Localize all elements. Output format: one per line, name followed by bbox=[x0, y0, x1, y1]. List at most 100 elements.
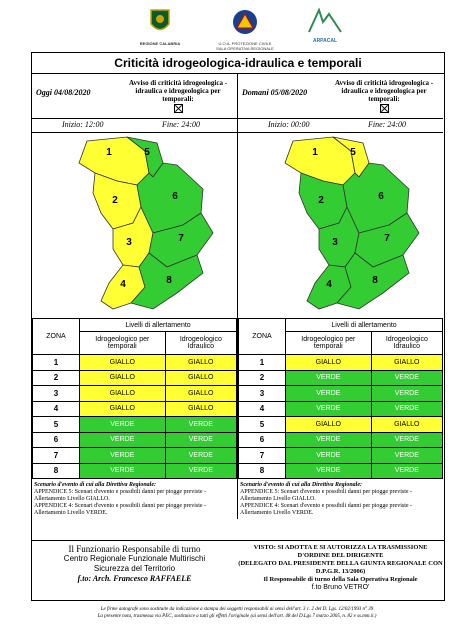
sig-right-line-4: f.to Bruno VETRO' bbox=[311, 584, 370, 591]
zone-row: 7 VERDE VERDE bbox=[238, 447, 444, 464]
level-idraulico: GIALLO bbox=[370, 354, 444, 371]
level-temporali: VERDE bbox=[285, 400, 372, 417]
zone-number: 2 bbox=[32, 369, 80, 386]
level-idraulico: GIALLO bbox=[164, 369, 238, 386]
level-temporali: VERDE bbox=[285, 369, 372, 386]
header-idraulico: Idrogeologico Idraulico bbox=[370, 331, 444, 355]
scenario-line-1: APPENDICE 5: Scenari d'evento e possibil… bbox=[240, 489, 413, 502]
page-title: Criticità idrogeologica-idraulica e temp… bbox=[32, 53, 444, 74]
zone-row: 5 VERDE VERDE bbox=[32, 416, 238, 433]
zone-row: 3 GIALLO GIALLO bbox=[32, 385, 238, 402]
sig-left-line-1: Il Funzionario Responsabile di turno bbox=[68, 544, 201, 554]
level-idraulico: VERDE bbox=[164, 431, 238, 448]
tomorrow-zone-table: ZONA Livelli di allertamento Idrogeologico… bbox=[238, 318, 444, 479]
zone-row: 1 GIALLO GIALLO bbox=[32, 354, 238, 371]
today-date: Oggi 04/08/2020 bbox=[36, 88, 91, 97]
map-zone-label: 6 bbox=[378, 191, 384, 202]
checkbox-crossed-icon bbox=[173, 104, 183, 113]
map-zone-label: 7 bbox=[178, 233, 184, 244]
zone-row: 7 VERDE VERDE bbox=[32, 447, 238, 464]
sig-left-line-4: f.to: Arch. Francesco RAFFAELE bbox=[77, 574, 192, 583]
level-temporali: GIALLO bbox=[79, 369, 166, 386]
footer-notes: Le firme autografe sono sostituite da in… bbox=[10, 606, 464, 620]
arpacal-logo: ARPACAL bbox=[290, 7, 360, 44]
level-temporali: VERDE bbox=[285, 447, 372, 464]
zone-row: 8 VERDE VERDE bbox=[32, 462, 238, 479]
level-idraulico: VERDE bbox=[164, 447, 238, 464]
zone-row: 3 VERDE VERDE bbox=[238, 385, 444, 402]
level-idraulico: VERDE bbox=[370, 385, 444, 402]
zone-row: 4 VERDE VERDE bbox=[238, 400, 444, 417]
zone-number: 3 bbox=[238, 385, 286, 402]
scenario-title: Scenario d'evento di cui alla Direttiva … bbox=[34, 482, 156, 488]
level-temporali: VERDE bbox=[79, 462, 166, 479]
tomorrow-date: Domani 05/08/2020 bbox=[242, 88, 308, 97]
tomorrow-times: Inizio: 00:00 Fine: 24:00 bbox=[238, 118, 443, 133]
zone-row: 4 GIALLO GIALLO bbox=[32, 400, 238, 417]
map-zone-label: 4 bbox=[326, 279, 332, 290]
protezione-caption-2: SALA OPERATIVA REGIONALE bbox=[216, 46, 274, 51]
zone-number: 3 bbox=[32, 385, 80, 402]
map-zone-label: 8 bbox=[166, 275, 172, 286]
tomorrow-scenario: Scenario d'evento di cui alla Direttiva … bbox=[240, 482, 440, 517]
tomorrow-panel: Domani 05/08/2020 Avviso di criticità id… bbox=[238, 74, 444, 519]
zone-number: 5 bbox=[32, 416, 80, 433]
today-zone-table: ZONA Livelli di allertamento Idrogeologico… bbox=[32, 318, 238, 479]
avviso-label: Avviso di criticità idrogeologica - idra… bbox=[128, 79, 228, 103]
zone-number: 8 bbox=[32, 462, 80, 479]
map-zone-label: 5 bbox=[350, 147, 356, 158]
map-zone-8 bbox=[336, 252, 410, 310]
today-map: 1 2 3 4 5 6 7 8 bbox=[78, 136, 214, 310]
checkbox-crossed-icon bbox=[379, 104, 389, 113]
tomorrow-start: Inizio: 00:00 bbox=[268, 120, 310, 129]
level-temporali: GIALLO bbox=[79, 400, 166, 417]
zone-number: 2 bbox=[238, 369, 286, 386]
level-temporali: VERDE bbox=[79, 416, 166, 433]
level-idraulico: VERDE bbox=[370, 400, 444, 417]
avviso-label: Avviso di criticità idrogeologica - idra… bbox=[334, 79, 434, 103]
today-end: Fine: 24:00 bbox=[162, 120, 200, 129]
protezione-civile-logo: U.O.A. PROTEZIONE CIVILE SALA OPERATIVA … bbox=[205, 8, 285, 51]
map-zone-label: 1 bbox=[106, 147, 112, 158]
bulletin-frame: Criticità idrogeologica-idraulica e temp… bbox=[31, 52, 445, 541]
header-livelli: Livelli di allertamento bbox=[79, 318, 237, 332]
map-zone-label: 5 bbox=[144, 147, 150, 158]
sig-right-line-3: Il Responsabile di turno della Sala Oper… bbox=[263, 576, 418, 583]
signature-right: VISTO: SI ADOTTA E SI AUTORIZZA LA TRASM… bbox=[238, 544, 443, 592]
sig-left-line-2: Centro Regionale Funzionale Multirischi bbox=[63, 554, 206, 563]
zone-number: 1 bbox=[238, 354, 286, 371]
map-zone-label: 3 bbox=[332, 237, 338, 248]
header-logos: REGIONE CALABRIA U.O.A. PROTEZIONE CIVIL… bbox=[0, 7, 474, 51]
today-start: Inizio: 12:00 bbox=[62, 120, 104, 129]
footer-line-1: Le firme autografe sono sostituite da in… bbox=[100, 607, 374, 612]
tomorrow-map: 1 2 3 4 5 6 7 8 bbox=[284, 136, 420, 310]
tomorrow-header: Domani 05/08/2020 Avviso di criticità id… bbox=[238, 74, 443, 119]
zone-row: 6 VERDE VERDE bbox=[238, 431, 444, 448]
zone-number: 6 bbox=[238, 431, 286, 448]
zone-row: 1 GIALLO GIALLO bbox=[238, 354, 444, 371]
zone-number: 6 bbox=[32, 431, 80, 448]
zone-row: 5 GIALLO GIALLO bbox=[238, 416, 444, 433]
footer-line-2: La presente nota, trasmessa via PEC, sos… bbox=[97, 614, 377, 619]
arpacal-caption: ARPACAL bbox=[312, 38, 338, 44]
header-zona: ZONA bbox=[238, 318, 286, 355]
zone-number: 8 bbox=[238, 462, 286, 479]
map-zone-label: 6 bbox=[172, 191, 178, 202]
sig-right-line-1: VISTO: SI ADOTTA E SI AUTORIZZA LA TRASM… bbox=[253, 544, 428, 559]
map-zone-label: 8 bbox=[372, 275, 378, 286]
protezione-caption-1: U.O.A. PROTEZIONE CIVILE bbox=[218, 41, 272, 46]
level-idraulico: VERDE bbox=[164, 416, 238, 433]
signature-box: Il Funzionario Responsabile di turno Cen… bbox=[31, 540, 445, 601]
level-idraulico: VERDE bbox=[370, 447, 444, 464]
level-temporali: VERDE bbox=[285, 385, 372, 402]
today-panel: Oggi 04/08/2020 Avviso di criticità idro… bbox=[32, 74, 238, 519]
map-zone-label: 4 bbox=[120, 279, 126, 290]
level-idraulico: GIALLO bbox=[164, 400, 238, 417]
level-idraulico: VERDE bbox=[370, 462, 444, 479]
zone-number: 7 bbox=[238, 447, 286, 464]
zone-number: 4 bbox=[32, 400, 80, 417]
level-temporali: VERDE bbox=[79, 447, 166, 464]
sig-right-line-2: (DELEGATO DAL PRESIDENTE DELLA GIUNTA RE… bbox=[238, 560, 443, 575]
level-temporali: VERDE bbox=[79, 431, 166, 448]
zone-number: 4 bbox=[238, 400, 286, 417]
